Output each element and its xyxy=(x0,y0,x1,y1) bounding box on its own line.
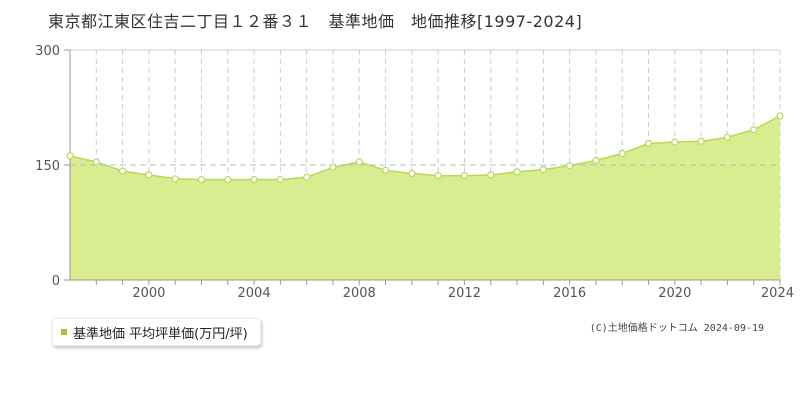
area-fill xyxy=(70,115,780,280)
data-point xyxy=(644,139,653,148)
y-tick-label: 150 xyxy=(35,159,60,174)
data-point xyxy=(539,166,547,174)
data-point xyxy=(513,168,521,176)
axes xyxy=(64,49,781,285)
x-tick-label: 2016 xyxy=(553,286,586,301)
data-point xyxy=(303,173,311,181)
data-point xyxy=(697,137,705,145)
data-point xyxy=(276,175,284,184)
data-point xyxy=(197,175,206,184)
data-point xyxy=(776,112,784,120)
y-tick-label: 0 xyxy=(52,274,60,289)
y-tick-label: 300 xyxy=(35,44,60,59)
legend: 基準地価 平均坪単価(万円/坪) xyxy=(52,318,261,346)
data-point xyxy=(329,163,337,171)
data-point xyxy=(355,158,363,166)
data-point xyxy=(381,166,390,174)
data-point xyxy=(460,172,469,180)
data-point xyxy=(592,156,600,164)
x-tick-labels: 2000 2004 2008 2012 2016 2020 2024 xyxy=(132,286,794,301)
data-point xyxy=(487,171,495,179)
copyright-text: (C)土地価格ドットコム 2024-09-19 xyxy=(589,323,764,334)
x-tick-label: 2008 xyxy=(343,286,376,301)
data-point xyxy=(671,138,679,146)
data-point xyxy=(250,175,258,184)
legend-label: 基準地価 平均坪単価(万円/坪) xyxy=(73,326,248,342)
data-point xyxy=(92,158,100,166)
x-tick-label: 2020 xyxy=(658,286,691,301)
data-point xyxy=(566,162,574,170)
data-point xyxy=(171,175,179,183)
y-tick-labels: 0 150 300 xyxy=(35,44,60,289)
data-point xyxy=(145,171,153,179)
x-tick-label: 2024 xyxy=(761,286,794,301)
data-point xyxy=(723,133,732,141)
x-tick-label: 2012 xyxy=(448,286,481,301)
data-point xyxy=(408,169,416,178)
data-point xyxy=(118,167,127,175)
chart-title: 東京都江東区住吉二丁目１２番３１ 基準地価 地価推移[1997-2024] xyxy=(48,12,583,31)
data-point xyxy=(224,175,232,184)
x-tick-label: 2004 xyxy=(238,286,271,301)
data-point xyxy=(434,172,442,180)
data-point xyxy=(66,152,74,160)
legend-marker-icon xyxy=(61,329,67,335)
data-point xyxy=(618,149,626,158)
series-line xyxy=(69,115,781,181)
data-point xyxy=(750,126,758,134)
x-tick-label: 2000 xyxy=(132,286,165,301)
data-points xyxy=(66,112,784,184)
